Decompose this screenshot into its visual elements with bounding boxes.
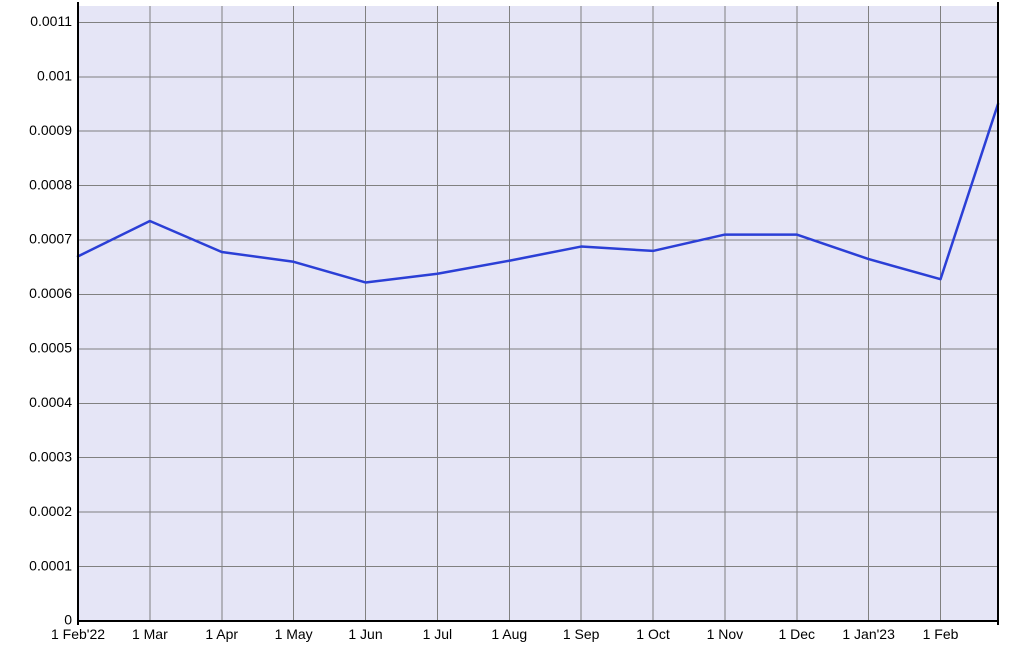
y-tick-label: 0.0011 (30, 13, 72, 29)
y-tick-label: 0.0009 (29, 122, 72, 138)
y-tick-label: 0.0004 (29, 394, 72, 410)
x-tick-label: 1 Oct (636, 626, 670, 642)
x-tick-label: 1 Jun (348, 626, 382, 642)
x-tick-label: 1 Feb'22 (51, 626, 105, 642)
plot-area (78, 6, 998, 621)
y-tick-label: 0.0001 (29, 557, 72, 573)
x-tick-label: 1 Aug (491, 626, 527, 642)
chart-svg: 00.00010.00020.00030.00040.00050.00060.0… (0, 0, 1024, 647)
x-tick-label: 1 May (275, 626, 313, 642)
y-tick-label: 0.0008 (29, 176, 72, 192)
x-tick-label: 1 Apr (205, 626, 238, 642)
x-tick-label: 1 Nov (707, 626, 744, 642)
x-tick-label: 1 Sep (563, 626, 600, 642)
y-tick-label: 0.0006 (29, 285, 72, 301)
x-tick-label: 1 Jan'23 (842, 626, 895, 642)
x-tick-label: 1 Feb (923, 626, 959, 642)
x-tick-label: 1 Mar (132, 626, 168, 642)
x-tick-label: 1 Dec (778, 626, 815, 642)
x-tick-label: 1 Jul (423, 626, 453, 642)
y-tick-label: 0.0003 (29, 448, 72, 464)
line-chart: 00.00010.00020.00030.00040.00050.00060.0… (0, 0, 1024, 647)
y-tick-label: 0.0005 (29, 340, 72, 356)
y-tick-label: 0.001 (37, 67, 72, 83)
y-tick-label: 0.0007 (29, 231, 72, 247)
y-tick-label: 0.0002 (29, 503, 72, 519)
